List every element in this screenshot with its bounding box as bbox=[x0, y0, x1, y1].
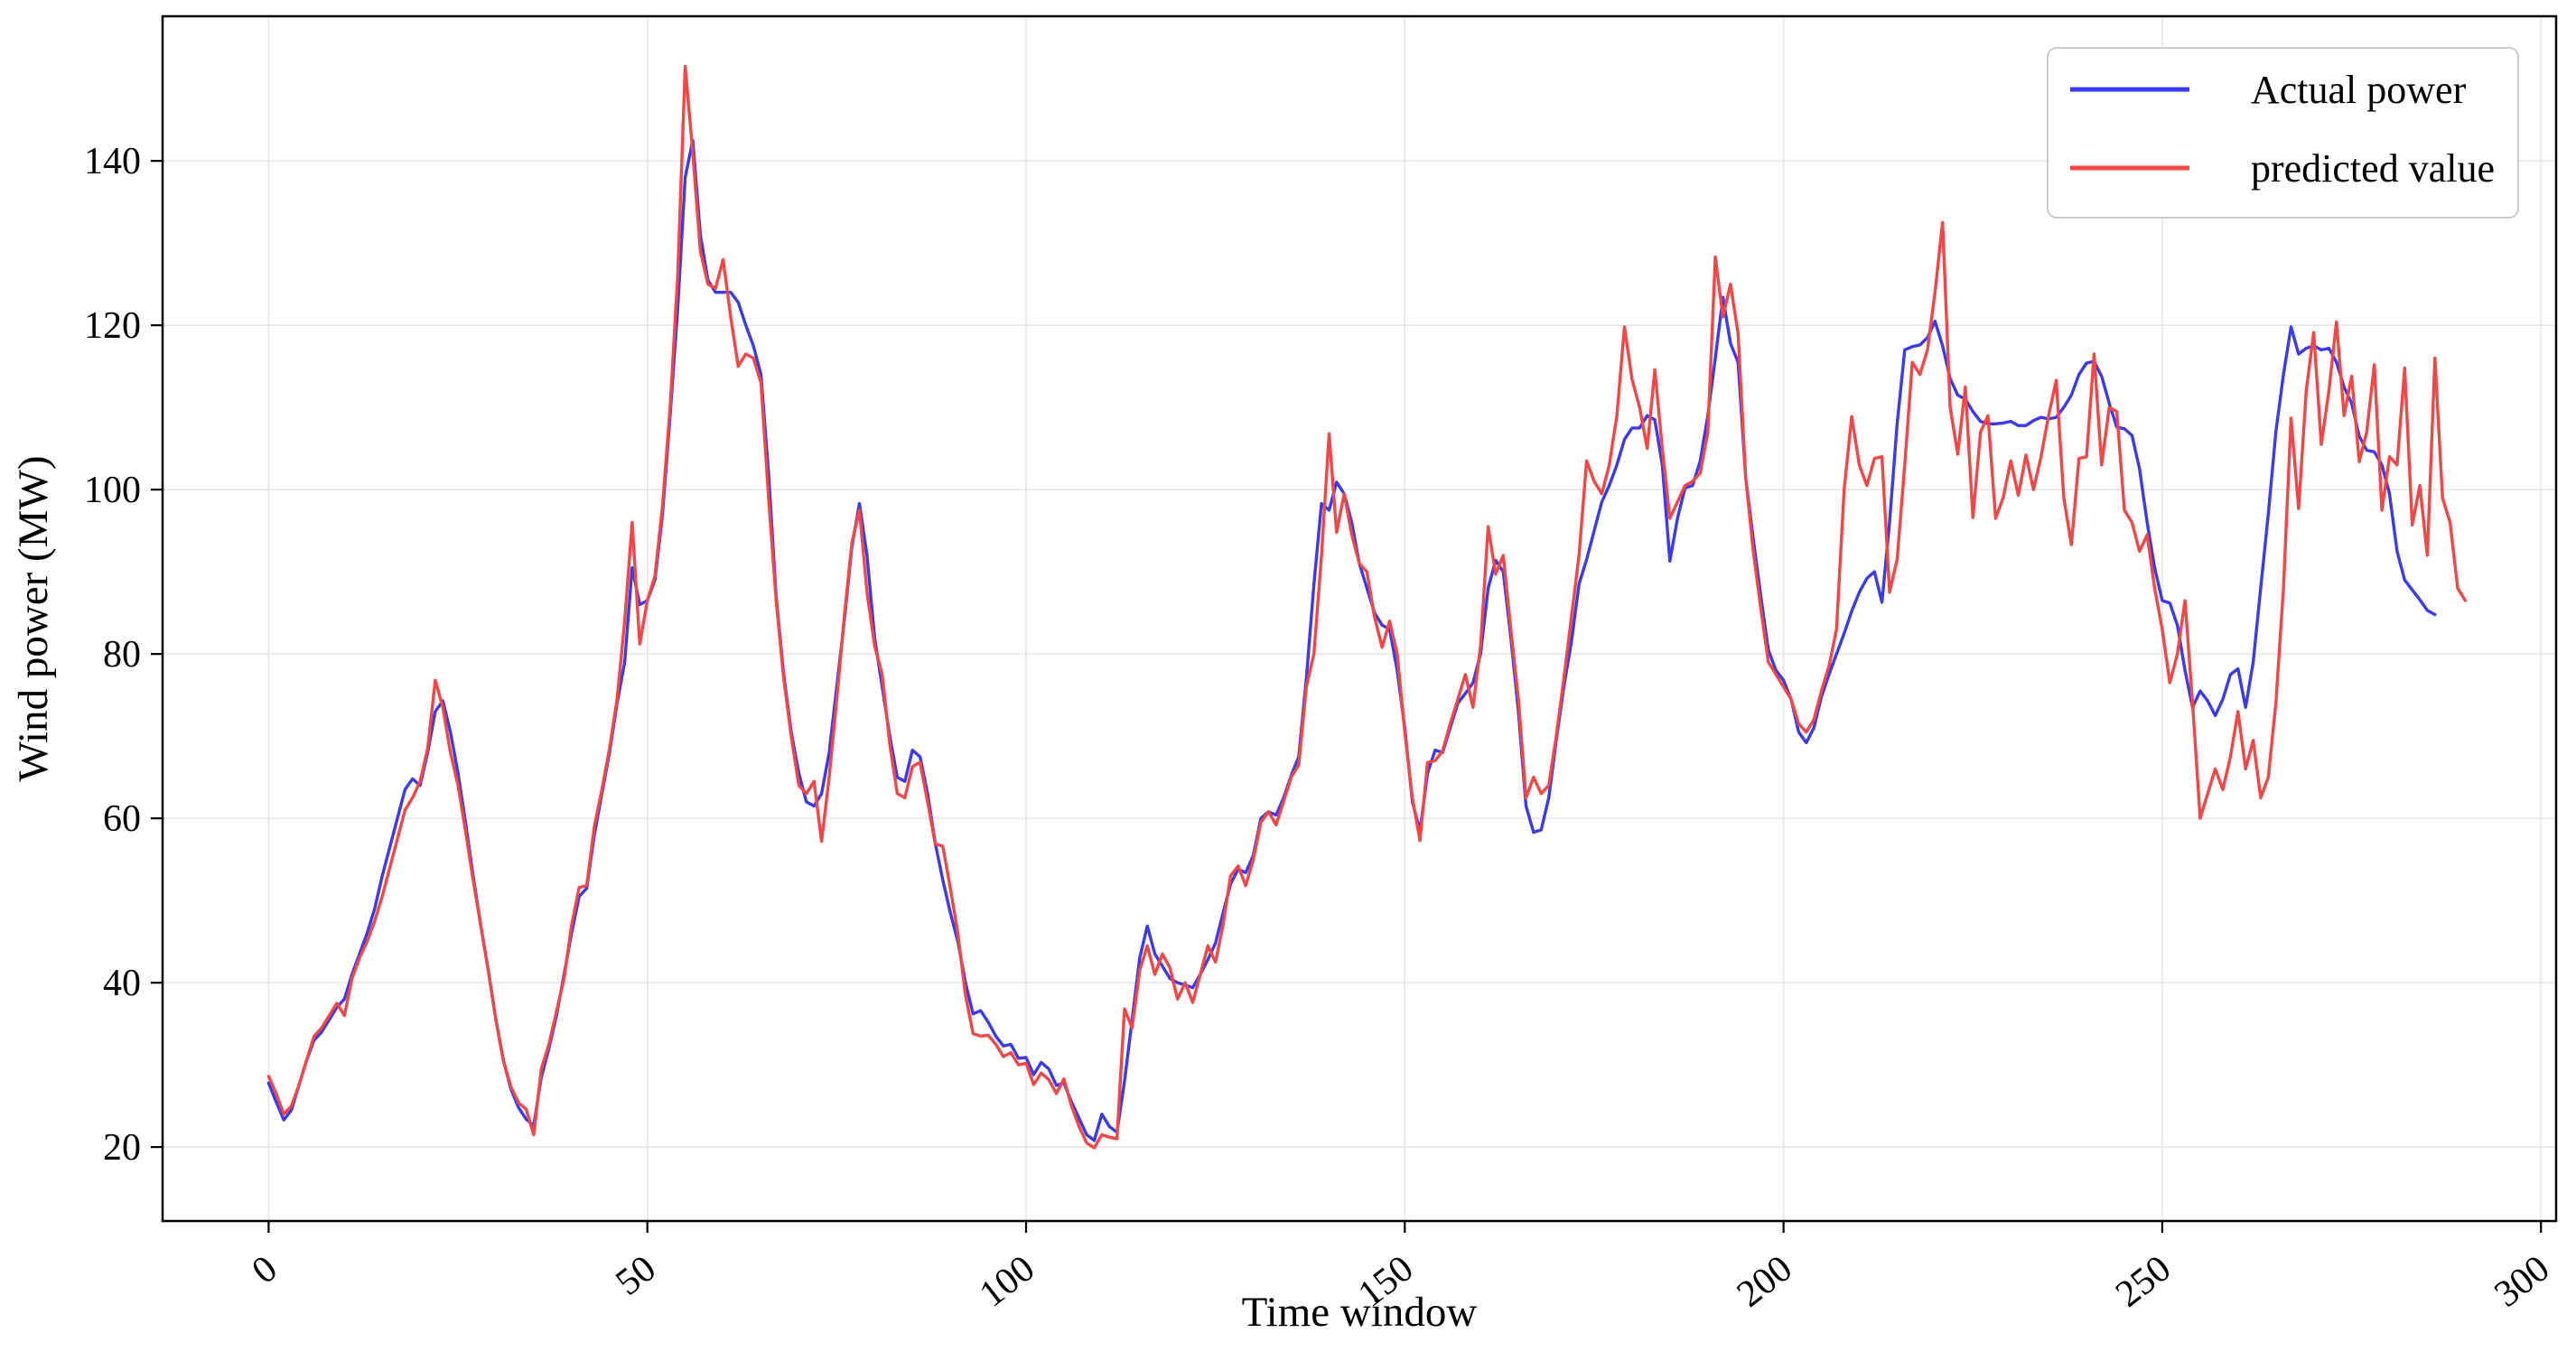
legend-label-actual: Actual power bbox=[2251, 68, 2467, 112]
legend-label-predicted: predicted value bbox=[2251, 146, 2495, 191]
data-series bbox=[266, 64, 2468, 1150]
x-tick-label: 100 bbox=[972, 1248, 1042, 1316]
x-tick-label: 50 bbox=[608, 1248, 663, 1304]
y-tick-label: 100 bbox=[84, 470, 141, 511]
y-tick-label: 20 bbox=[103, 1127, 141, 1169]
legend[interactable]: Actual power predicted value bbox=[2047, 47, 2519, 219]
y-tick-label: 140 bbox=[84, 141, 141, 182]
y-tick-label: 60 bbox=[103, 798, 141, 840]
x-tick-label: 200 bbox=[1730, 1248, 1800, 1316]
plot-border bbox=[161, 14, 2558, 1223]
predicted-value-line bbox=[266, 64, 2468, 1150]
y-tick-label: 80 bbox=[103, 634, 141, 676]
x-axis-title: Time window bbox=[1242, 1289, 1478, 1336]
x-tick-label: 250 bbox=[2108, 1248, 2179, 1316]
y-tick-label: 120 bbox=[84, 305, 141, 347]
y-axis-title: Wind power (MW) bbox=[10, 456, 57, 782]
y-tick-label: 40 bbox=[103, 963, 141, 1004]
x-tick-label: 0 bbox=[245, 1248, 285, 1292]
x-tick-label: 300 bbox=[2487, 1248, 2557, 1316]
actual-power-line bbox=[266, 138, 2437, 1142]
